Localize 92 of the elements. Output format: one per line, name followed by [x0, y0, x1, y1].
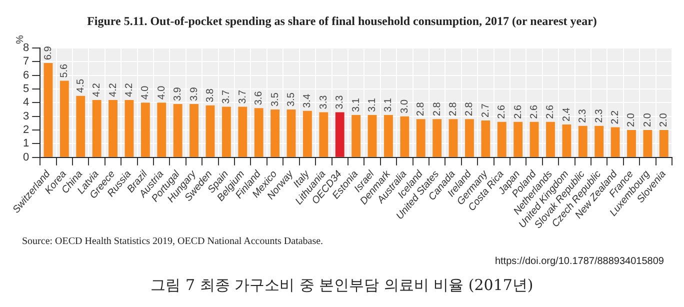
bar	[481, 120, 490, 157]
bar	[190, 104, 198, 157]
bar	[222, 106, 231, 157]
y-tick-label: 1	[22, 138, 30, 150]
bar	[92, 100, 102, 157]
y-tick-label: 6	[22, 69, 30, 82]
data-label: 2.8	[448, 102, 460, 116]
data-label: 2.3	[594, 108, 605, 123]
bar	[124, 100, 134, 157]
bar	[610, 127, 620, 157]
data-label: 2.7	[480, 103, 492, 118]
text: https://doi.org/10.1787/888934015809	[494, 256, 664, 267]
bar	[400, 116, 410, 157]
bar	[578, 126, 588, 157]
bar	[514, 122, 523, 157]
data-label: 3.1	[383, 98, 394, 112]
y-tick-label: 8	[22, 42, 30, 54]
bar	[384, 114, 393, 157]
bar	[465, 119, 474, 157]
source-note: Source: OECD Health Statistics 2019, OECD National Accounts Database.	[22, 236, 324, 247]
data-label: 3.1	[350, 98, 362, 112]
data-label: 2.6	[545, 104, 556, 119]
data-label: 3.0	[399, 99, 410, 114]
bar	[530, 122, 539, 157]
bar	[416, 119, 426, 157]
bar	[562, 124, 572, 157]
data-label: 2.0	[658, 112, 670, 128]
chart-title: Figure 5.11. Out-of-pocket spending as share of final household consumption, 2017 (or nearest year)	[86, 14, 598, 29]
bar	[546, 122, 555, 157]
data-label: 4.5	[75, 78, 86, 93]
data-label: 2.0	[626, 112, 638, 128]
data-label: 2.8	[464, 102, 476, 116]
data-label: 3.6	[254, 90, 265, 106]
data-label: 6.9	[42, 46, 54, 60]
bar	[319, 112, 328, 157]
bar	[627, 130, 636, 157]
bar	[448, 119, 458, 157]
data-label: 2.3	[578, 108, 589, 123]
y-tick-label: 3	[22, 110, 30, 122]
bar	[497, 122, 506, 157]
bar	[286, 110, 296, 157]
bar	[254, 108, 264, 157]
data-label: 2.8	[432, 102, 443, 116]
data-label: 2.8	[416, 102, 427, 116]
data-label: 2.0	[642, 112, 654, 128]
y-tick-label: 2	[22, 124, 30, 136]
data-label: 5.6	[59, 63, 70, 78]
bar	[238, 106, 248, 157]
bar	[140, 102, 150, 157]
y-tick-label: 4	[22, 96, 30, 109]
data-label: 4.0	[140, 85, 152, 100]
bar	[108, 100, 118, 157]
bar	[335, 112, 344, 157]
data-label: 3.8	[204, 88, 216, 102]
y-tick-label: 7	[22, 56, 30, 68]
bar	[352, 114, 361, 157]
data-label: 3.4	[302, 94, 314, 108]
bar	[206, 105, 215, 157]
bar	[643, 130, 652, 157]
bar	[302, 110, 312, 157]
y-axis-title: %	[14, 35, 26, 44]
data-label: 4.2	[92, 82, 103, 97]
data-label: 2.6	[496, 104, 508, 119]
bar	[60, 80, 69, 157]
data-label: 3.3	[318, 94, 330, 110]
bar	[76, 96, 86, 157]
y-tick-label: 0	[22, 151, 30, 164]
bar	[157, 102, 166, 157]
bar	[270, 110, 280, 157]
data-label: 4.2	[124, 82, 135, 97]
bar	[659, 130, 668, 157]
bar	[173, 104, 182, 157]
caption: 그림 7 최종 가구소비 중 본인부담 의료비 비율 (2017년)	[150, 276, 534, 295]
data-label: 2.6	[529, 104, 540, 119]
data-label: 4.0	[156, 85, 168, 100]
bar	[44, 63, 53, 157]
data-label: 3.5	[270, 92, 281, 107]
y-tick-label: 5	[22, 83, 30, 96]
bar	[594, 126, 604, 157]
bar	[368, 114, 377, 157]
data-label: 3.9	[188, 86, 200, 102]
data-label: 2.2	[610, 110, 622, 124]
data-label: 2.6	[512, 104, 524, 119]
data-label: 2.4	[561, 107, 572, 122]
data-label: 3.9	[172, 86, 184, 102]
data-label: 4.2	[108, 82, 119, 97]
data-label: 3.5	[286, 92, 297, 107]
data-label: 3.1	[367, 98, 378, 112]
data-label: 3.3	[334, 94, 346, 110]
data-label: 3.7	[221, 89, 232, 104]
data-label: 3.7	[237, 89, 248, 104]
bar	[432, 119, 442, 157]
